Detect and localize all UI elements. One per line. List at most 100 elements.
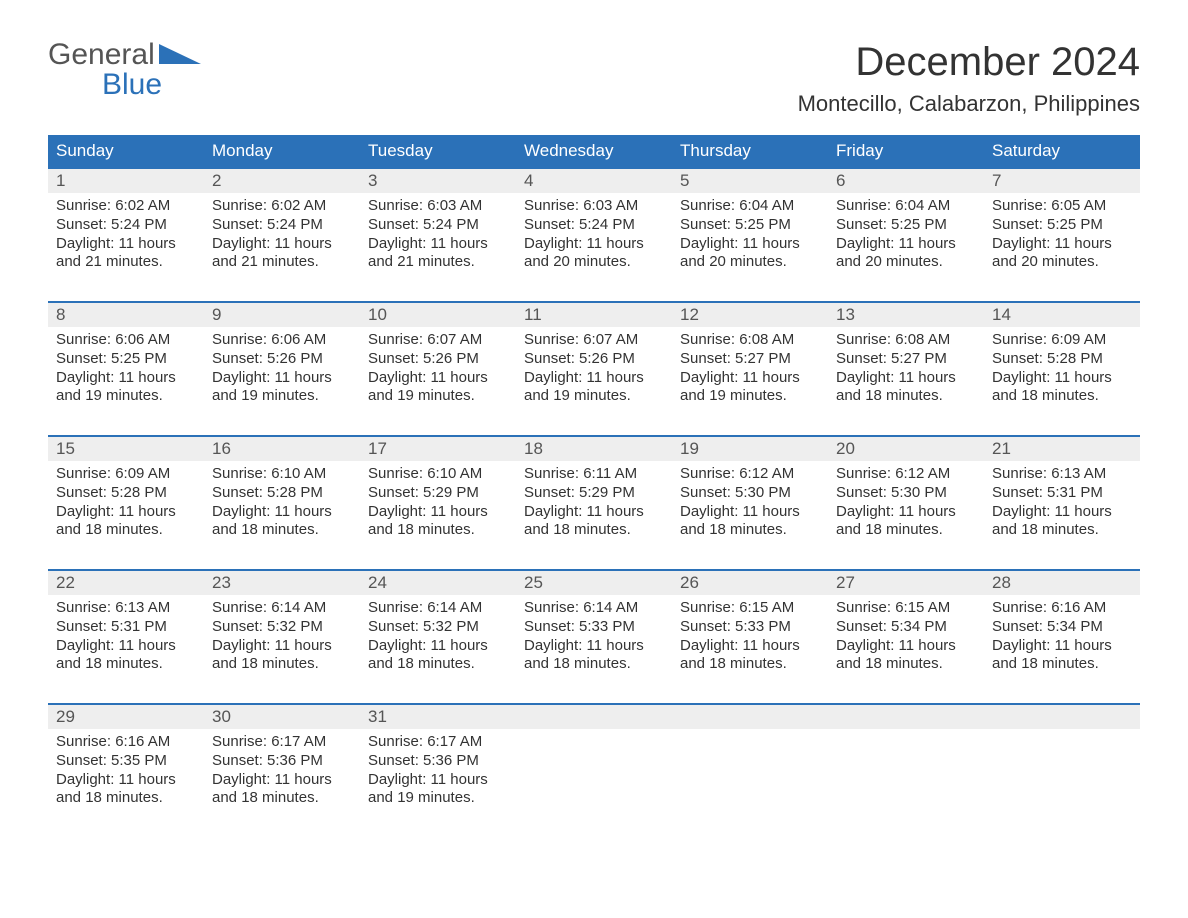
day-number — [828, 705, 984, 729]
day-cell: Sunrise: 6:10 AMSunset: 5:28 PMDaylight:… — [204, 461, 360, 555]
day-cell: Sunrise: 6:14 AMSunset: 5:32 PMDaylight:… — [204, 595, 360, 689]
day-number — [984, 705, 1140, 729]
daylight-line: Daylight: 11 hours and 18 minutes. — [992, 637, 1132, 675]
sunset-line: Sunset: 5:27 PM — [680, 350, 820, 369]
dow-cell: Saturday — [984, 135, 1140, 167]
sunrise-line: Sunrise: 6:14 AM — [368, 599, 508, 618]
dow-cell: Sunday — [48, 135, 204, 167]
day-cell: Sunrise: 6:05 AMSunset: 5:25 PMDaylight:… — [984, 193, 1140, 287]
day-content-row: Sunrise: 6:06 AM Sunset: 5:25 PM Daylight:… — [48, 327, 1140, 421]
day-number: 24 — [360, 571, 516, 595]
day-cell: Sunrise: 6:14 AMSunset: 5:32 PMDaylight:… — [360, 595, 516, 689]
calendar: SundayMondayTuesdayWednesdayThursdayFrid… — [48, 135, 1140, 837]
day-cell: Sunrise: 6:09 AMSunset: 5:28 PMDaylight:… — [48, 461, 204, 555]
sunset-line: Sunset: 5:30 PM — [680, 484, 820, 503]
day-number: 2 — [204, 169, 360, 193]
day-cell: Sunrise: 6:02 AMSunset: 5:24 PMDaylight:… — [48, 193, 204, 287]
sunset-line: Sunset: 5:24 PM — [212, 216, 352, 235]
daylight-line: Daylight: 11 hours and 19 minutes. — [368, 369, 508, 407]
day-cell: Sunrise: 6:15 AMSunset: 5:33 PMDaylight:… — [672, 595, 828, 689]
sunrise-line: Sunrise: 6:17 AM — [368, 733, 508, 752]
daylight-line: Daylight: 11 hours and 18 minutes. — [212, 503, 352, 541]
sunset-line: Sunset: 5:29 PM — [368, 484, 508, 503]
sunset-line: Sunset: 5:25 PM — [992, 216, 1132, 235]
week-row: 891011121314Sunrise: 6:06 AMSunset: 5:25… — [48, 301, 1140, 435]
day-number — [516, 705, 672, 729]
sunrise-line: Sunrise: 6:02 AM — [56, 197, 196, 216]
day-number: 9 — [204, 303, 360, 327]
day-number: 25 — [516, 571, 672, 595]
title-block: December 2024 Montecillo, Calabarzon, Ph… — [798, 40, 1140, 117]
sunrise-line: Sunrise: 6:17 AM — [212, 733, 352, 752]
day-number: 18 — [516, 437, 672, 461]
day-number: 29 — [48, 705, 204, 729]
day-cell — [828, 729, 984, 823]
daylight-line: Daylight: 11 hours and 18 minutes. — [56, 503, 196, 541]
sunset-line: Sunset: 5:30 PM — [836, 484, 976, 503]
week-row: 1234567Sunrise: 6:02 AMSunset: 5:24 PMDa… — [48, 167, 1140, 301]
day-cell: Sunrise: 6:16 AMSunset: 5:35 PMDaylight:… — [48, 729, 204, 823]
sunrise-line: Sunrise: 6:03 AM — [524, 197, 664, 216]
day-cell: Sunrise: 6:17 AMSunset: 5:36 PMDaylight:… — [204, 729, 360, 823]
dow-cell: Thursday — [672, 135, 828, 167]
daylight-line: Daylight: 11 hours and 19 minutes. — [524, 369, 664, 407]
sunset-line: Sunset: 5:24 PM — [524, 216, 664, 235]
day-number: 30 — [204, 705, 360, 729]
day-number: 26 — [672, 571, 828, 595]
day-cell: Sunrise: 6:12 AMSunset: 5:30 PMDaylight:… — [672, 461, 828, 555]
sunset-line: Sunset: 5:25 PM — [56, 350, 196, 369]
sunset-line: Sunset: 5:31 PM — [992, 484, 1132, 503]
day-number-row: 15161718192021 — [48, 437, 1140, 461]
day-content-row: Sunrise: 6:09 AMSunset: 5:28 PMDaylight:… — [48, 461, 1140, 555]
sunset-line: Sunset: 5:28 PM — [212, 484, 352, 503]
daylight-line: Daylight: 11 hours and 18 minutes. — [212, 771, 352, 809]
dow-cell: Wednesday — [516, 135, 672, 167]
daylight-line: Daylight: 11 hours and 21 minutes. — [368, 235, 508, 273]
logo-triangle-icon — [159, 40, 201, 70]
sunset-line: Sunset: 5:36 PM — [368, 752, 508, 771]
sunset-line: Sunset: 5:32 PM — [368, 618, 508, 637]
day-content-row: Sunrise: 6:02 AMSunset: 5:24 PMDaylight:… — [48, 193, 1140, 287]
sunrise-line: Sunrise: 6:14 AM — [524, 599, 664, 618]
day-cell: Sunrise: 6:03 AMSunset: 5:24 PMDaylight:… — [360, 193, 516, 287]
sunrise-line: Sunrise: 6:10 AM — [368, 465, 508, 484]
day-number: 16 — [204, 437, 360, 461]
sunrise-line: Sunrise: 6:15 AM — [680, 599, 820, 618]
day-cell: Sunrise: 6:14 AMSunset: 5:33 PMDaylight:… — [516, 595, 672, 689]
dow-cell: Friday — [828, 135, 984, 167]
daylight-line: Daylight: 11 hours and 18 minutes. — [836, 369, 976, 407]
sunset-line: Sunset: 5:27 PM — [836, 350, 976, 369]
daylight-line: Daylight: 11 hours and 20 minutes. — [992, 235, 1132, 273]
week-row: 22232425262728Sunrise: 6:13 AMSunset: 5:… — [48, 569, 1140, 703]
daylight-line: Daylight: 11 hours and 21 minutes. — [212, 235, 352, 273]
day-cell: Sunrise: 6:13 AMSunset: 5:31 PMDaylight:… — [48, 595, 204, 689]
logo-text-blue: Blue — [102, 70, 201, 100]
day-cell: Sunrise: 6:08 AMSunset: 5:27 PMDaylight:… — [672, 327, 828, 421]
logo: General Blue — [48, 40, 201, 100]
day-number: 28 — [984, 571, 1140, 595]
dow-cell: Tuesday — [360, 135, 516, 167]
day-number-row: 1234567 — [48, 169, 1140, 193]
daylight-line: Daylight: 11 hours and 18 minutes. — [56, 771, 196, 809]
sunset-line: Sunset: 5:34 PM — [992, 618, 1132, 637]
sunrise-line: Sunrise: 6:06 AM — [212, 331, 352, 350]
sunrise-line: Sunrise: 6:13 AM — [56, 599, 196, 618]
sunrise-line: Sunrise: 6:07 AM — [368, 331, 508, 350]
sunset-line: Sunset: 5:28 PM — [56, 484, 196, 503]
day-cell: Sunrise: 6:10 AMSunset: 5:29 PMDaylight:… — [360, 461, 516, 555]
location-subtitle: Montecillo, Calabarzon, Philippines — [798, 91, 1140, 117]
day-cell: Sunrise: 6:17 AMSunset: 5:36 PMDaylight:… — [360, 729, 516, 823]
sunset-line: Sunset: 5:33 PM — [524, 618, 664, 637]
day-number: 17 — [360, 437, 516, 461]
week-row: 15161718192021Sunrise: 6:09 AMSunset: 5:… — [48, 435, 1140, 569]
day-cell: Sunrise: 6:09 AMSunset: 5:28 PMDaylight:… — [984, 327, 1140, 421]
sunset-line: Sunset: 5:29 PM — [524, 484, 664, 503]
day-content-row: Sunrise: 6:16 AMSunset: 5:35 PMDaylight:… — [48, 729, 1140, 823]
daylight-line: Daylight: 11 hours and 20 minutes. — [680, 235, 820, 273]
sunset-line: Sunset: 5:25 PM — [680, 216, 820, 235]
day-number: 10 — [360, 303, 516, 327]
daylight-line: Daylight: 11 hours and 18 minutes. — [680, 503, 820, 541]
sunset-line: Sunset: 5:24 PM — [56, 216, 196, 235]
day-cell: Sunrise: 6:04 AMSunset: 5:25 PMDaylight:… — [828, 193, 984, 287]
daylight-line: Daylight: 11 hours and 20 minutes. — [836, 235, 976, 273]
